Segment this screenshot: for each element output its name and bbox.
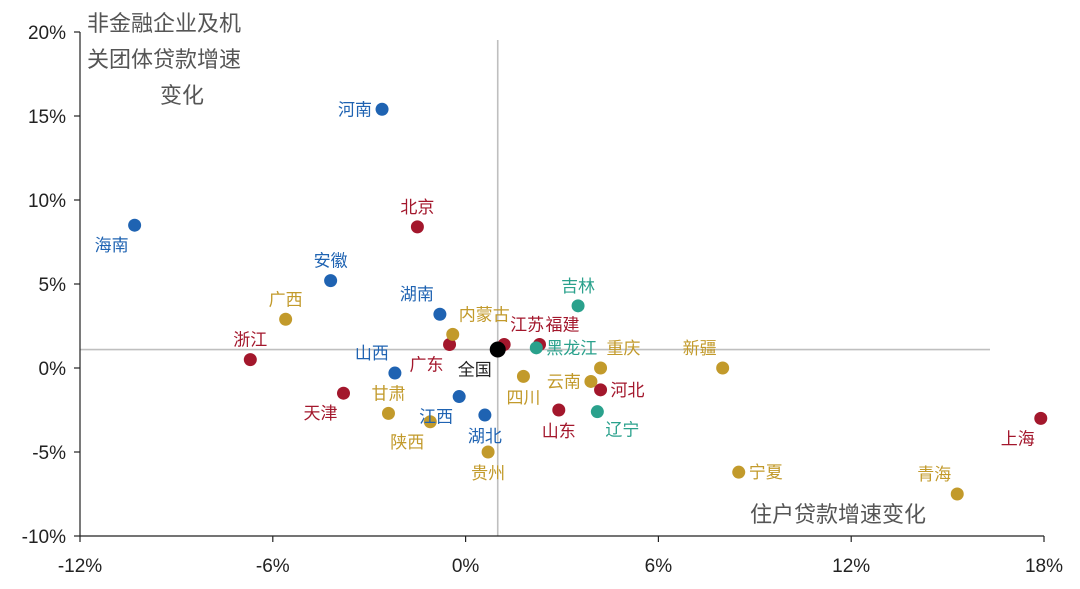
point-label: 新疆 (683, 339, 717, 359)
data-point (423, 415, 437, 429)
data-point (716, 361, 730, 375)
y-tick-label: -5% (32, 443, 66, 464)
y-tick-label: 0% (39, 359, 67, 380)
data-point (433, 307, 447, 321)
x-tick-label: 12% (832, 556, 870, 577)
point-label: 云南 (547, 372, 581, 392)
data-point (388, 366, 402, 380)
axes (74, 31, 1045, 542)
point-label: 宁夏 (749, 463, 783, 483)
data-point (584, 374, 598, 388)
data-point (446, 327, 460, 341)
x-axis-title: 住户贷款增速变化 (750, 503, 926, 528)
data-point (529, 341, 543, 355)
x-tick-label: -6% (256, 556, 290, 577)
data-point (381, 406, 395, 420)
data-point (128, 218, 142, 232)
data-point (481, 445, 495, 459)
point-label: 四川 (506, 388, 540, 408)
data-point (552, 403, 566, 417)
data-point (489, 341, 506, 358)
y-tick-label: 5% (39, 275, 67, 296)
y-tick-label: 10% (28, 191, 66, 212)
point-label: 山西 (355, 344, 389, 364)
point-label: 江西 (419, 408, 453, 428)
point-label: 青海 (917, 465, 951, 485)
point-label: 广西 (269, 290, 303, 310)
point-label: 陕西 (390, 433, 424, 453)
y-axis-title-line-1: 非金融企业及机 (87, 12, 241, 37)
y-axis-title-line-2: 关团体贷款增速 (87, 48, 241, 73)
point-label: 浙江 (233, 331, 267, 351)
data-point (516, 369, 530, 383)
x-tick-label: 18% (1025, 556, 1063, 577)
x-tick-label: 0% (452, 556, 480, 577)
data-point (443, 337, 457, 351)
data-point (478, 408, 492, 422)
data-point (243, 353, 257, 367)
data-point (1034, 411, 1048, 425)
tick-labels: 20% 15% 10% 5% 0% -5% -10% -12% -6% 0% 6% 12% 18% (22, 23, 1063, 577)
data-point (590, 405, 604, 419)
point-label: 甘肃 (371, 384, 405, 404)
point-label: 山东 (542, 422, 576, 442)
data-point (410, 220, 424, 234)
point-label: 重庆 (607, 339, 641, 359)
y-tick-label: 20% (28, 23, 66, 44)
x-tick-label: 6% (645, 556, 673, 577)
point-label: 北京 (400, 198, 434, 218)
point-label: 内蒙古 (459, 305, 510, 325)
data-point (594, 361, 608, 375)
point-label: 安徽 (314, 252, 348, 272)
point-label: 湖北 (468, 427, 502, 447)
x-tick-label: -12% (58, 556, 102, 577)
point-label: 广东 (410, 355, 444, 375)
point-label: 黑龙江 (546, 339, 597, 359)
y-tick-label: -10% (22, 527, 66, 548)
point-label: 辽宁 (605, 421, 639, 441)
data-point (336, 386, 350, 400)
point-label: 吉林 (561, 277, 595, 297)
point-label: 全国 (458, 361, 492, 381)
point-label: 江苏 (510, 315, 544, 335)
data-point (732, 465, 746, 479)
data-point (375, 102, 389, 116)
y-axis-title-line-3: 变化 (160, 84, 204, 109)
reference-lines (80, 40, 990, 536)
point-label: 海南 (95, 236, 129, 256)
data-point (594, 383, 608, 397)
point-label: 天津 (303, 404, 337, 424)
point-label: 贵州 (471, 464, 505, 484)
y-tick-label: 15% (28, 107, 66, 128)
data-point (324, 274, 338, 288)
point-label: 湖南 (400, 285, 434, 305)
point-label: 河南 (338, 100, 372, 120)
point-label: 上海 (1001, 429, 1035, 449)
data-point (452, 390, 466, 404)
data-point (571, 299, 585, 313)
data-point (950, 487, 964, 501)
data-points (128, 102, 1048, 501)
data-point (279, 312, 293, 326)
point-label: 河北 (611, 381, 645, 401)
point-label: 福建 (546, 315, 580, 335)
